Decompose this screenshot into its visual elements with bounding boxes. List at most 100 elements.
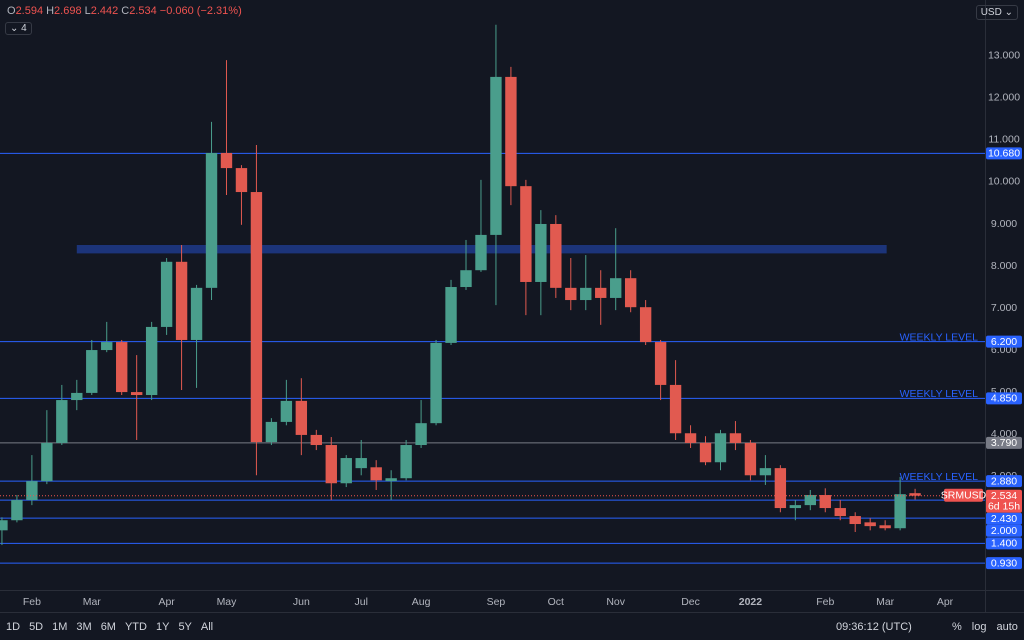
currency-button[interactable]: USD ⌄ [975, 5, 1018, 20]
ohlc-key: L [84, 5, 91, 17]
candle-body [759, 468, 772, 476]
scale-options: % log auto [952, 621, 1024, 633]
range-button[interactable]: 1Y [155, 621, 170, 633]
level-price-label: 4.850 [991, 393, 1017, 405]
candle-body [460, 270, 472, 288]
level-note: WEEKLY LEVEL [900, 331, 979, 343]
x-tick-label: Feb [816, 596, 834, 608]
candle-body [370, 467, 382, 481]
x-tick-label: May [217, 596, 238, 608]
level-price-box [986, 537, 1022, 550]
y-tick-label: 13.000 [988, 50, 1020, 62]
candle-body [580, 287, 592, 301]
candle-body [265, 421, 278, 443]
candle-body [849, 516, 861, 525]
level-price-label: 1.400 [991, 538, 1017, 550]
candle-body [565, 287, 577, 301]
y-tick-label: 4.000 [991, 428, 1017, 440]
price-change: −0.060 (−2.31%) [159, 5, 242, 17]
x-tick-label: Dec [681, 596, 700, 608]
range-button[interactable]: 5D [29, 621, 44, 633]
candle-body [550, 223, 562, 288]
candle-body [0, 520, 8, 531]
ohlc-value: 2.534 [129, 5, 157, 17]
candle-body [684, 433, 697, 443]
candle-body [879, 525, 891, 529]
candle-body [415, 423, 427, 446]
candle-body [355, 458, 367, 469]
currency: USD [980, 7, 1002, 18]
level-price-box [986, 512, 1022, 525]
x-tick-label: Oct [548, 596, 564, 608]
candle-body [714, 433, 727, 463]
candle-body [789, 505, 802, 509]
x-tick-label: Nov [606, 596, 625, 608]
candle-body [205, 152, 218, 288]
candle-body [400, 445, 412, 479]
candle-body [101, 342, 113, 351]
range-button[interactable]: All [200, 621, 214, 633]
range-buttons: 1D 5D 1M 3M 6M YTD 1Y 5Y All [6, 621, 222, 633]
y-tick-label: 9.000 [991, 218, 1017, 230]
candle-body [909, 493, 921, 496]
candle-body [26, 481, 38, 501]
level-note: WEEKLY LEVEL [900, 388, 979, 400]
level-price-label: 0.930 [991, 557, 1017, 569]
y-tick-label: 10.000 [988, 176, 1020, 188]
x-tick-label: Aug [412, 596, 431, 608]
bottom-toolbar: 1D 5D 1M 3M 6M YTD 1Y 5Y All 09:36:12 (UTC) % log… [0, 612, 1024, 640]
candle-body [190, 287, 203, 340]
candle-body [385, 478, 397, 482]
level-price-box [986, 557, 1022, 570]
candle-body [430, 342, 442, 424]
x-tick-label: Mar [876, 596, 895, 608]
candle-body [86, 350, 98, 393]
candle-body [325, 445, 337, 484]
y-tick-label: 12.000 [988, 92, 1020, 104]
candle-body [145, 326, 158, 396]
candle-body [595, 287, 607, 298]
last-price-label: 2.534 [991, 490, 1017, 502]
y-tick-label: 7.000 [991, 302, 1017, 314]
scale-option[interactable]: % [952, 621, 962, 633]
range-button[interactable]: 1D [6, 621, 21, 633]
level-price-label: 6.200 [991, 336, 1017, 348]
candle-body [280, 400, 293, 422]
level-price-box [986, 335, 1022, 348]
range-button[interactable]: 5Y [178, 621, 192, 633]
candle-body [250, 192, 263, 443]
indicators-toggle[interactable]: ⌄ 4 [5, 22, 32, 35]
candle-body [804, 495, 816, 506]
scale-option[interactable]: auto [996, 621, 1018, 633]
clock: 09:36:12 (UTC) [836, 621, 912, 633]
indicator-count: 4 [21, 23, 27, 34]
x-tick-label: Mar [83, 596, 102, 608]
chart: 3.0004.0005.0006.0007.0008.0009.00010.00… [0, 0, 1024, 612]
range-button[interactable]: 1M [52, 621, 68, 633]
level-price-box [986, 436, 1022, 449]
candle-body [699, 442, 712, 463]
x-tick-label: 2022 [739, 596, 763, 608]
y-tick-label: 11.000 [988, 134, 1019, 146]
candle-body [116, 342, 128, 393]
scale-option[interactable]: log [971, 621, 987, 633]
range-button[interactable]: 6M [100, 621, 116, 633]
candle-body [175, 261, 188, 340]
candle-body [445, 287, 457, 343]
candle-body [729, 433, 742, 443]
x-tick-label: Jun [293, 596, 310, 608]
range-button[interactable]: YTD [124, 621, 147, 633]
candle-body [535, 223, 547, 282]
x-tick-label: Jul [354, 596, 367, 608]
level-price-label: 10.680 [988, 148, 1020, 160]
candle-body [654, 342, 667, 385]
ohlc-value: 2.442 [90, 5, 119, 17]
x-tick-label: Feb [23, 596, 41, 608]
candle-body [310, 434, 322, 446]
candle-body [774, 468, 787, 509]
countdown: 6d 15h [988, 500, 1020, 512]
range-button[interactable]: 3M [76, 621, 92, 633]
last-price-box [986, 489, 1022, 513]
candle-body [505, 76, 517, 187]
